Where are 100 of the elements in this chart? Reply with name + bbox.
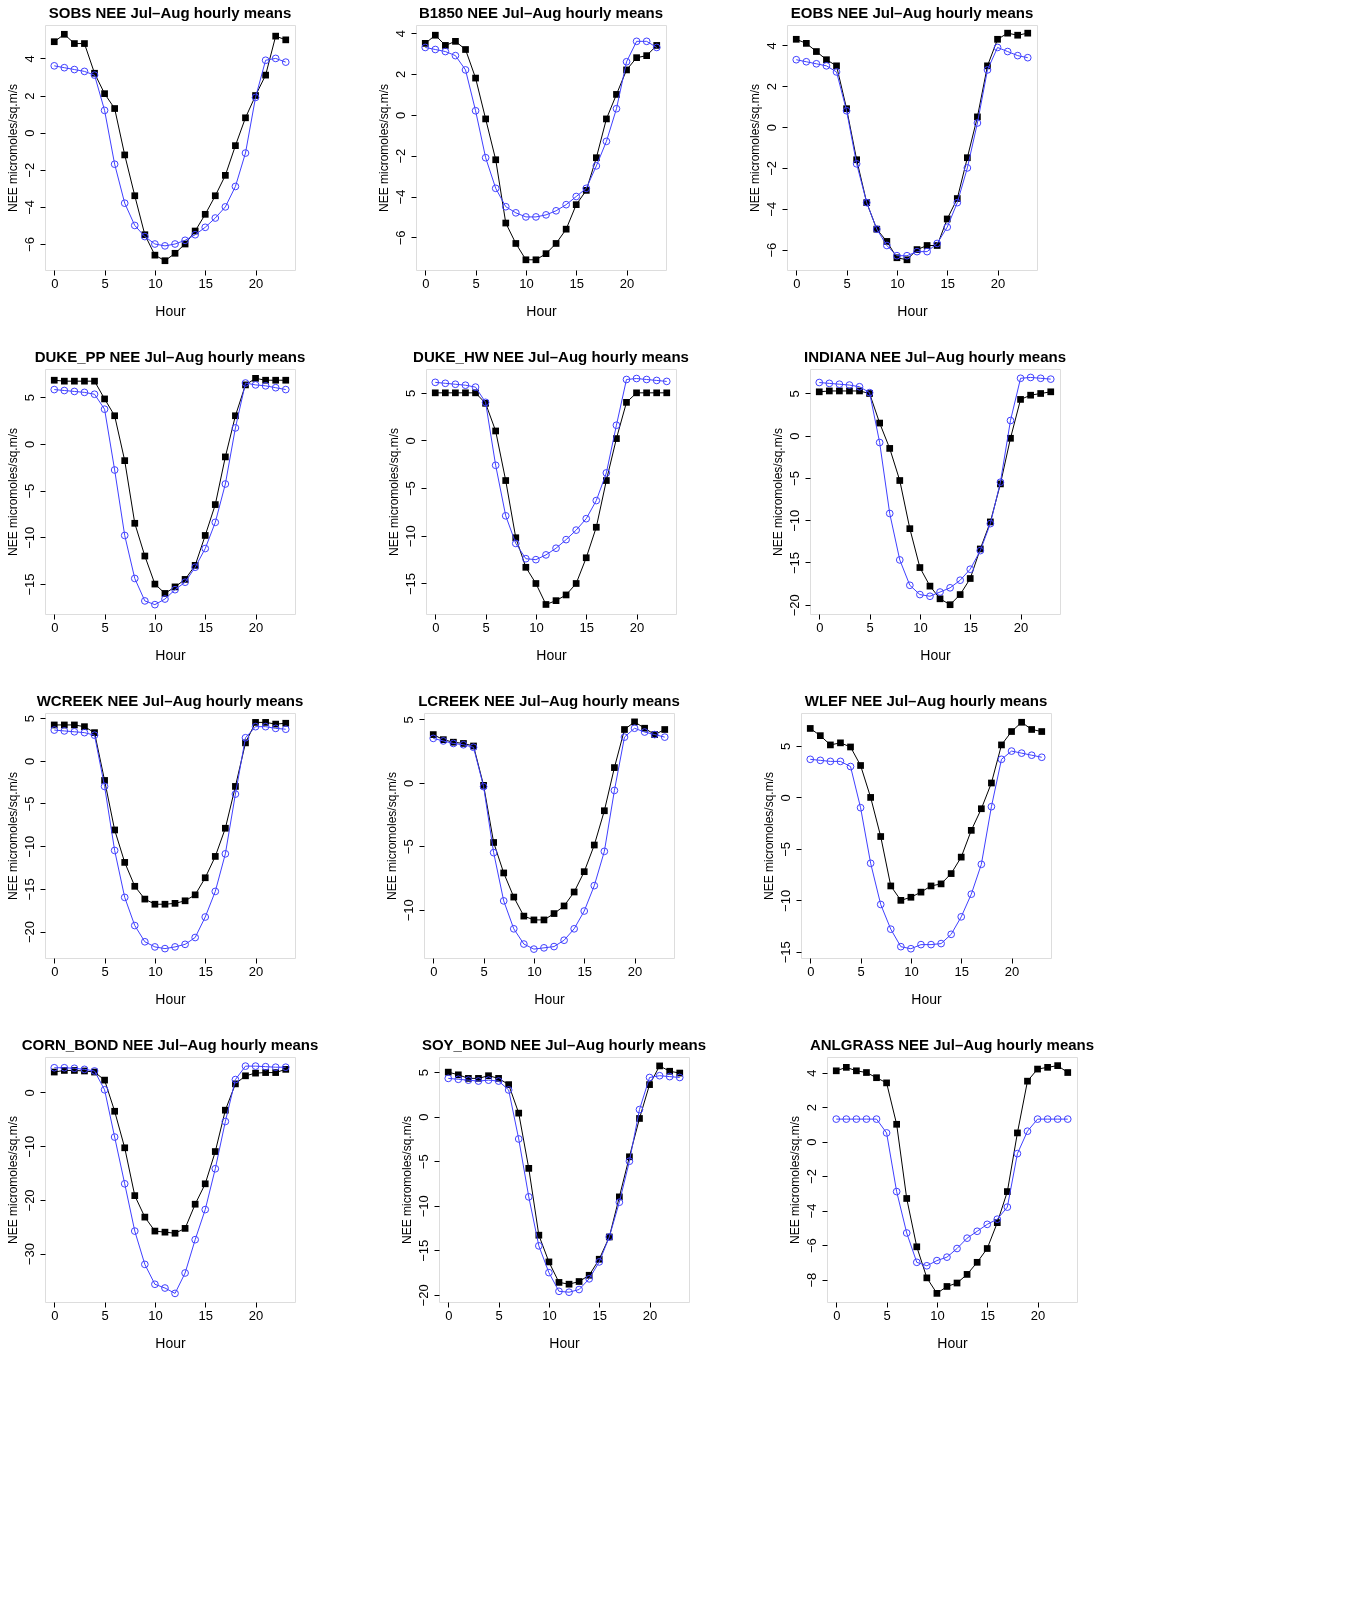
y-tick-label: −15 (21, 878, 37, 901)
x-tick-label: 0 (51, 275, 59, 291)
y-tick-label: −4 (803, 1203, 819, 1219)
y-tick-label: −5 (402, 481, 418, 497)
y-tick-label: 0 (763, 123, 779, 132)
y-tick-label: 5 (786, 390, 802, 398)
x-tick-label: 5 (866, 619, 874, 635)
y-tick-label: −5 (21, 483, 37, 499)
x-tick-label: 15 (198, 963, 213, 979)
x-axis-title: Hour (911, 990, 942, 1007)
x-tick-label: 10 (527, 963, 542, 979)
x-tick-label: 5 (883, 1307, 891, 1323)
x-tick-label: 15 (579, 619, 594, 635)
y-tick-label: −2 (763, 161, 779, 176)
x-tick-label: 20 (642, 1307, 658, 1323)
y-tick-label: −10 (786, 509, 802, 532)
x-axis-title: Hour (897, 302, 928, 319)
y-tick-label: −6 (763, 242, 779, 258)
y-axis-title: NEE micromoles/sq.m/s (5, 771, 20, 901)
y-axis-title: NEE micromoles/sq.m/s (747, 83, 762, 213)
y-tick-label: 0 (402, 437, 418, 445)
x-tick-label: 5 (101, 275, 109, 291)
x-axis-title: Hour (549, 1334, 580, 1351)
y-tick-label: −20 (415, 1284, 431, 1307)
y-axis-title: NEE micromoles/sq.m/s (384, 771, 399, 901)
y-tick-label: 5 (415, 1069, 431, 1077)
chart-title: DUKE_PP NEE Jul–Aug hourly means (34, 348, 306, 365)
y-tick-label: 0 (803, 1138, 819, 1146)
y-tick-label: −2 (803, 1169, 819, 1184)
x-tick-label: 20 (619, 275, 635, 291)
y-tick-label: 0 (21, 1089, 37, 1097)
x-tick-label: 20 (1013, 619, 1029, 635)
y-tick-label: 0 (21, 757, 37, 765)
x-tick-label: 0 (51, 619, 59, 635)
x-tick-label: 20 (248, 275, 264, 291)
y-tick-label: −10 (21, 835, 37, 858)
y-tick-label: −8 (803, 1272, 819, 1288)
x-tick-label: 10 (930, 1307, 945, 1323)
x-tick-label: 0 (833, 1307, 841, 1323)
x-axis-title: Hour (526, 302, 557, 319)
y-axis-title: NEE micromoles/sq.m/s (399, 1115, 414, 1245)
x-tick-label: 5 (472, 275, 480, 291)
y-tick-label: −2 (21, 162, 37, 178)
y-axis-title: NEE micromoles/sq.m/s (5, 1115, 20, 1245)
y-tick-label: 5 (21, 393, 37, 402)
x-tick-label: 10 (542, 1307, 557, 1323)
y-tick-label: −15 (415, 1239, 431, 1262)
y-tick-label: −5 (415, 1154, 431, 1170)
y-tick-label: −5 (400, 839, 416, 855)
y-tick-label: 2 (763, 83, 779, 91)
chart-title: B1850 NEE Jul–Aug hourly means (418, 4, 664, 21)
y-tick-label: −10 (21, 526, 37, 549)
x-axis-title: Hour (536, 646, 567, 663)
x-tick-label: 5 (482, 619, 490, 635)
y-axis-title: NEE micromoles/sq.m/s (376, 83, 391, 213)
x-tick-label: 20 (629, 619, 645, 635)
x-tick-label: 10 (913, 619, 928, 635)
x-tick-label: 5 (101, 1307, 109, 1323)
y-tick-label: −4 (21, 199, 37, 215)
x-tick-label: 5 (495, 1307, 503, 1323)
x-tick-label: 15 (577, 963, 592, 979)
x-tick-label: 10 (519, 275, 534, 291)
y-tick-label: −5 (786, 471, 802, 486)
x-tick-label: 15 (198, 275, 213, 291)
y-tick-label: −2 (392, 148, 408, 164)
chart-title: INDIANA NEE Jul–Aug hourly means (804, 348, 1066, 365)
y-tick-label: 2 (392, 70, 408, 79)
y-tick-label: 2 (21, 92, 37, 100)
y-tick-label: −10 (402, 525, 418, 548)
chart-title: SOY_BOND NEE Jul–Aug hourly means (421, 1036, 707, 1053)
chart-title: WCREEK NEE Jul–Aug hourly means (36, 692, 304, 709)
x-tick-label: 20 (248, 619, 264, 635)
y-tick-label: −15 (777, 941, 793, 964)
x-axis-title: Hour (534, 990, 565, 1007)
x-tick-label: 15 (954, 963, 969, 979)
x-tick-label: 20 (248, 1307, 264, 1323)
y-tick-label: −10 (21, 1135, 37, 1158)
y-tick-label: 5 (400, 716, 416, 724)
y-tick-label: 5 (777, 742, 793, 751)
x-tick-label: 20 (1004, 963, 1020, 979)
x-tick-label: 10 (148, 619, 163, 635)
y-tick-label: −15 (402, 572, 418, 596)
x-tick-label: 10 (148, 1307, 163, 1323)
chart-title: LCREEK NEE Jul–Aug hourly means (418, 692, 680, 709)
x-tick-label: 10 (148, 963, 163, 979)
x-tick-label: 5 (101, 963, 109, 979)
x-tick-label: 0 (445, 1307, 453, 1323)
y-tick-label: −10 (400, 899, 416, 922)
chart-title: EOBS NEE Jul–Aug hourly means (790, 4, 1034, 21)
y-axis-title: NEE micromoles/sq.m/s (386, 427, 401, 557)
y-tick-label: −10 (415, 1195, 431, 1218)
chart-title: CORN_BOND NEE Jul–Aug hourly means (21, 1036, 319, 1053)
x-axis-title: Hour (920, 646, 951, 663)
x-tick-label: 15 (198, 619, 213, 635)
x-axis-title: Hour (937, 1334, 968, 1351)
y-tick-label: −20 (786, 594, 802, 617)
y-axis-title: NEE micromoles/sq.m/s (5, 427, 20, 557)
y-axis-title: NEE micromoles/sq.m/s (761, 771, 776, 901)
y-tick-label: −4 (392, 189, 408, 205)
chart-title: ANLGRASS NEE Jul–Aug hourly means (809, 1036, 1095, 1053)
